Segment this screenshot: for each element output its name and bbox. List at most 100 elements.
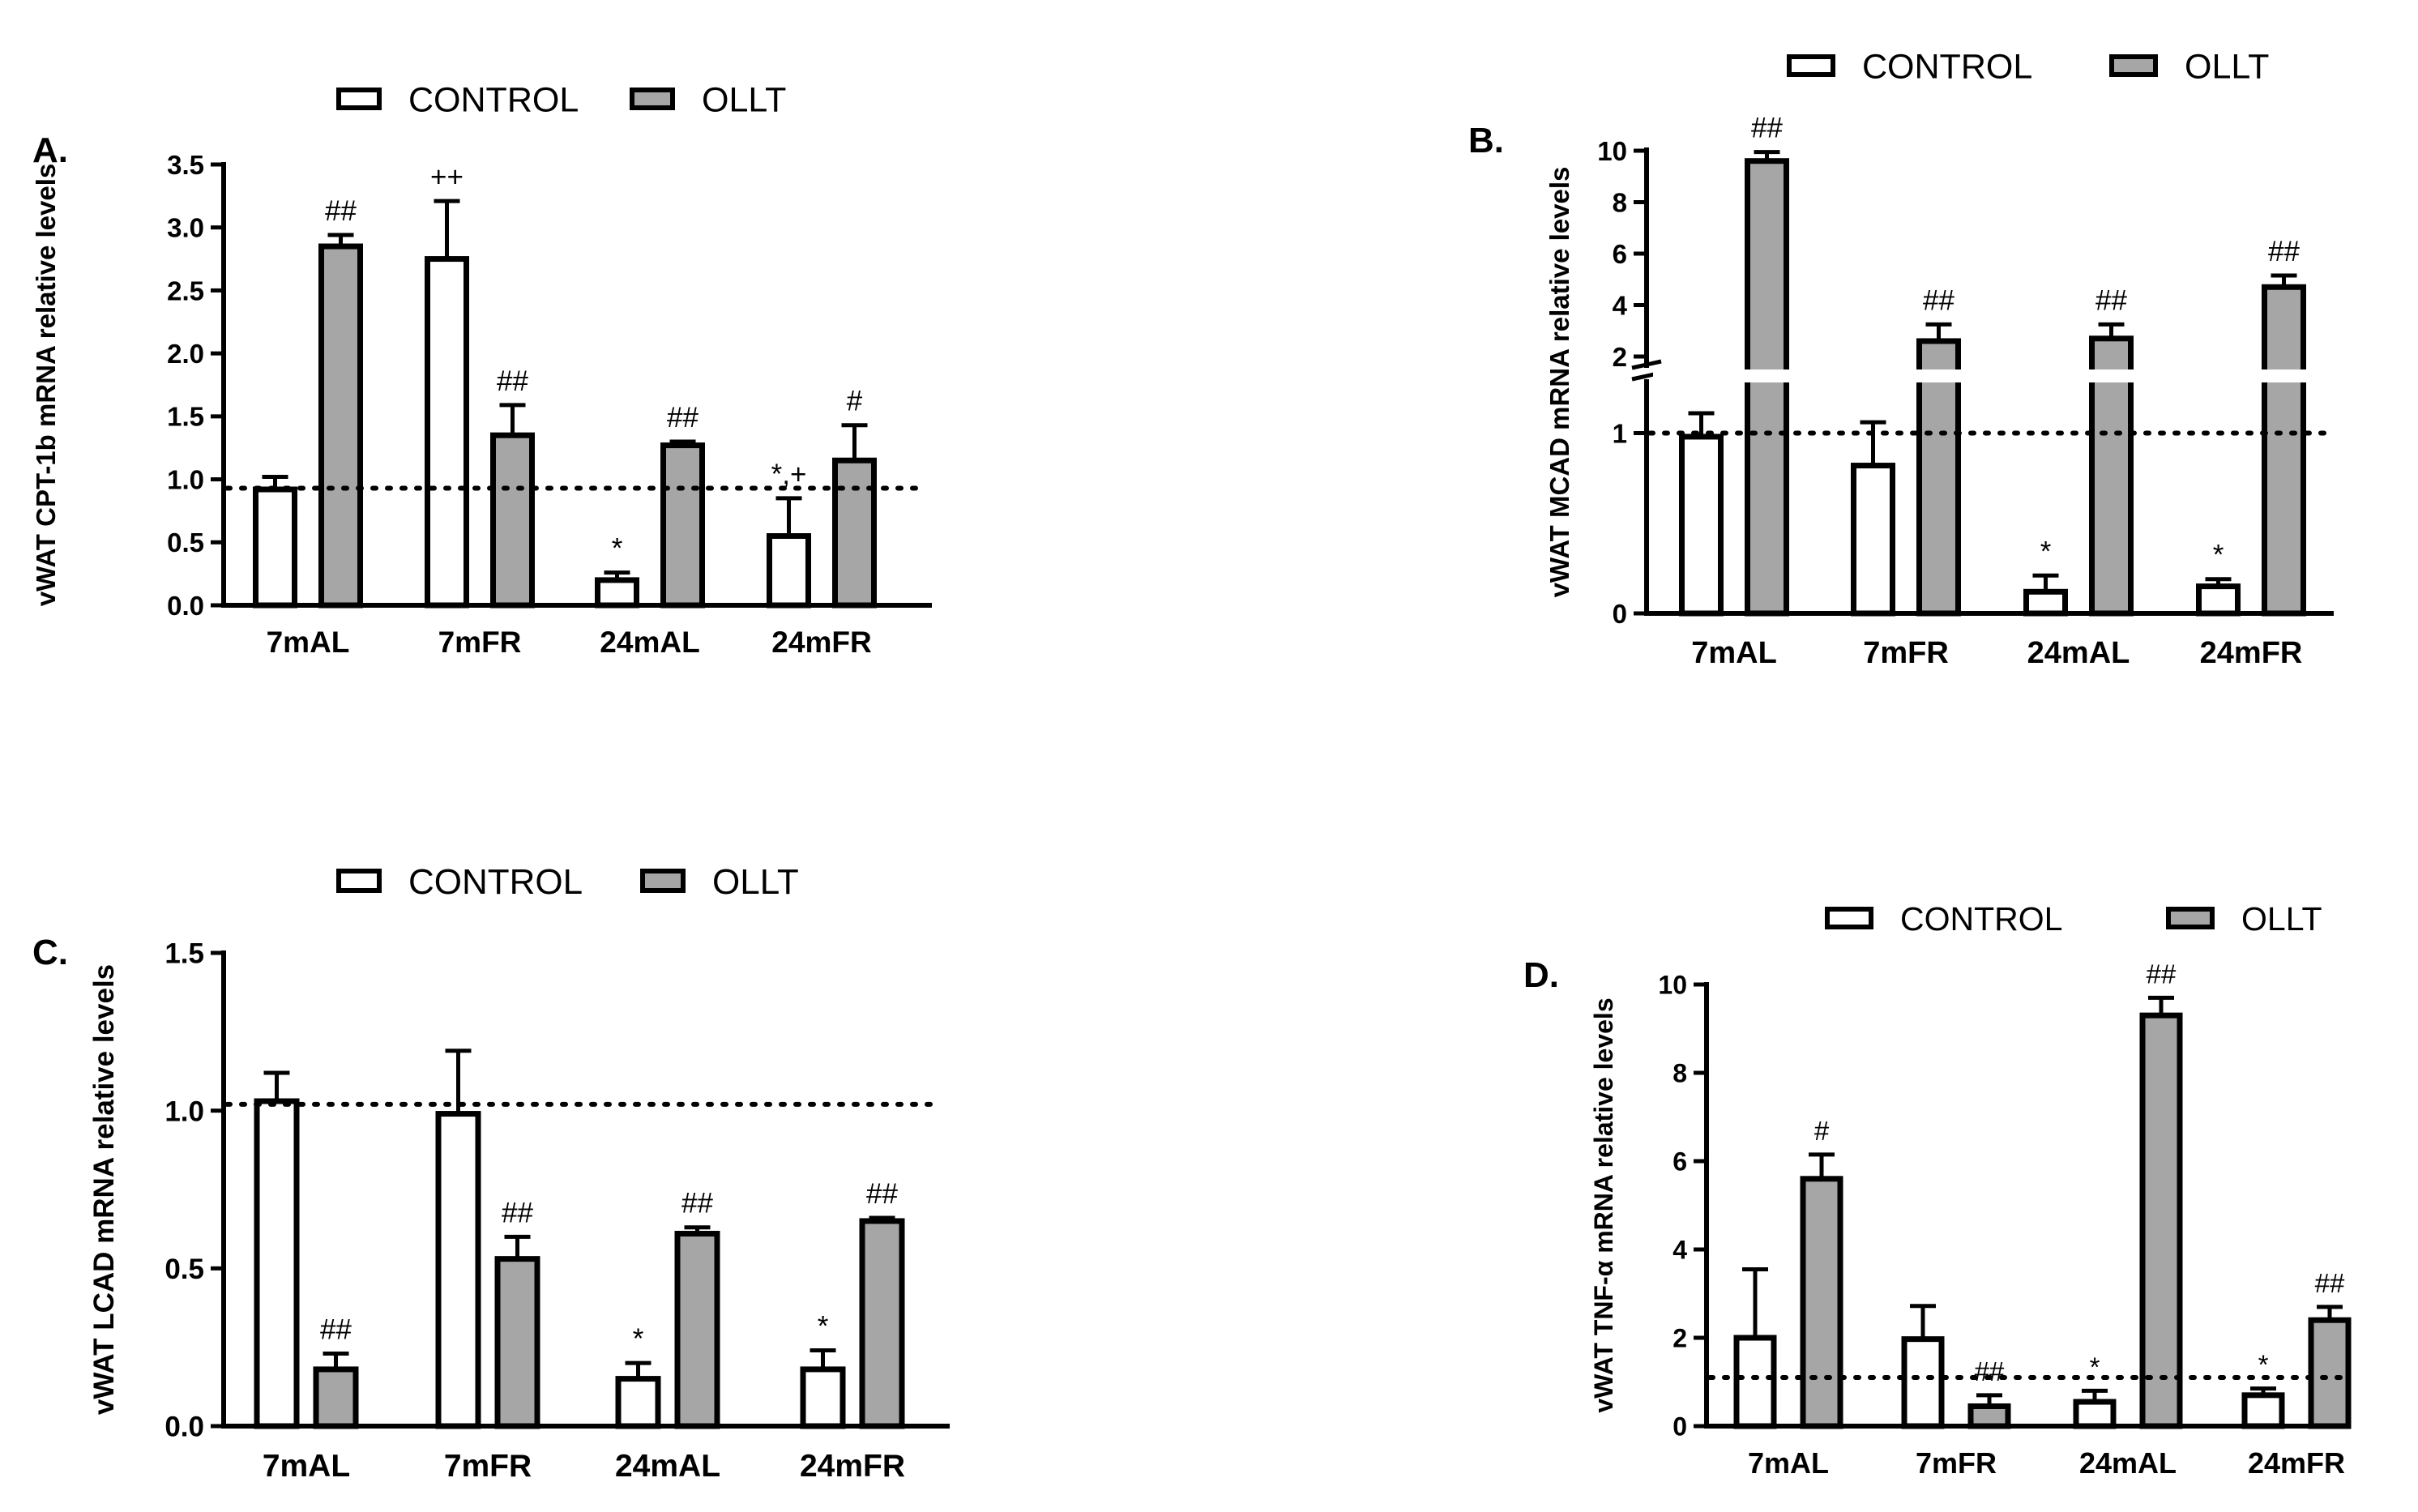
legend-ollt-swatch bbox=[2109, 54, 2158, 77]
x-category-label: 24mAL bbox=[615, 1449, 720, 1484]
significance-label: # bbox=[847, 386, 863, 417]
panel-c-lcad: C. CONTROL OLLT vWAT LCAD mRNA relative lev… bbox=[32, 862, 950, 1484]
significance-label: ## bbox=[1751, 113, 1783, 144]
bar-ollt-24mAL bbox=[674, 1231, 720, 1429]
bar-control-24mAL bbox=[615, 1376, 661, 1429]
panel-a-cpt1b: A. CONTROL OLLT vWAT CPT-1b mRNA relative l… bbox=[31, 80, 932, 659]
bar-ollt-24mFR bbox=[859, 1218, 905, 1429]
y-tick-label: 0 bbox=[1673, 1412, 1687, 1442]
y-axis-title: vWAT CPT-1b mRNA relative levels bbox=[31, 164, 61, 607]
bar-ollt-24mAL bbox=[2139, 1012, 2183, 1429]
bar-control-7mFR bbox=[425, 256, 469, 609]
y-tick-label: 1.5 bbox=[164, 938, 204, 970]
significance-label: ## bbox=[1975, 1356, 2005, 1386]
panel-label: C. bbox=[32, 933, 68, 972]
significance-label: ## bbox=[325, 195, 357, 227]
y-axis-title: vWAT TNF-α mRNA relative levels bbox=[1589, 997, 1618, 1412]
bar-control-24mFR bbox=[2241, 1392, 2285, 1429]
y-tick-label: 10 bbox=[1658, 971, 1687, 1000]
legend-control-label: CONTROL bbox=[1900, 900, 2062, 938]
significance-label: # bbox=[1814, 1116, 1830, 1146]
x-category-label: 24mAL bbox=[2027, 636, 2130, 670]
bar-ollt-7mFR bbox=[490, 432, 535, 609]
bar-ollt-24mFR bbox=[832, 457, 877, 609]
x-category-label: 24mFR bbox=[2200, 636, 2303, 670]
significance-label: ## bbox=[2095, 284, 2127, 316]
bar-control-24mAL bbox=[2073, 1399, 2117, 1429]
legend-control-swatch bbox=[336, 869, 382, 893]
bar-control-7mFR bbox=[435, 1111, 481, 1429]
legend-control-label: CONTROL bbox=[1862, 47, 2032, 86]
bar-ollt-7mFR bbox=[1967, 1403, 2011, 1429]
bar-ollt-24mFR bbox=[2262, 284, 2306, 617]
legend-ollt-label: OLLT bbox=[712, 862, 799, 902]
x-category-label: 7mFR bbox=[1863, 636, 1949, 670]
significance-label: ## bbox=[2315, 1268, 2345, 1298]
significance-label: ## bbox=[2268, 236, 2300, 267]
bar-ollt-24mFR bbox=[2308, 1317, 2352, 1429]
bar-control-7mAL bbox=[1679, 434, 1724, 617]
x-category-label: 7mAL bbox=[1748, 1446, 1829, 1480]
x-category-label: 7mAL bbox=[1691, 636, 1777, 670]
significance-label: * bbox=[612, 533, 623, 565]
significance-label: * bbox=[2258, 1350, 2269, 1380]
y-tick-label: 1 bbox=[1613, 418, 1627, 448]
legend-ollt-swatch bbox=[640, 869, 686, 893]
bar-ollt-7mFR bbox=[494, 1256, 540, 1429]
y-tick-label: 3.0 bbox=[167, 213, 204, 243]
y-tick-label: 6 bbox=[1613, 239, 1627, 269]
bar-control-7mAL bbox=[1733, 1335, 1777, 1429]
significance-label: ## bbox=[502, 1197, 533, 1228]
significance-label: ## bbox=[866, 1178, 898, 1210]
legend-ollt-label: OLLT bbox=[2185, 47, 2269, 86]
x-category-label: 7mFR bbox=[444, 1449, 532, 1484]
significance-label: * bbox=[633, 1323, 644, 1355]
axis-break-gap bbox=[1653, 369, 2340, 382]
significance-label: * bbox=[2090, 1352, 2100, 1382]
bar-control-7mFR bbox=[1901, 1336, 1945, 1429]
significance-label: ++ bbox=[430, 161, 464, 193]
x-category-label: 24mFR bbox=[800, 1449, 905, 1484]
bar-ollt-7mAL bbox=[1745, 158, 1789, 617]
bar-control-24mFR bbox=[800, 1366, 846, 1429]
legend-ollt-swatch bbox=[630, 88, 675, 110]
legend-control-label: CONTROL bbox=[408, 862, 583, 902]
significance-label: ## bbox=[1923, 284, 1954, 316]
significance-label: ## bbox=[320, 1313, 352, 1345]
panel-d-tnf-alpha: D. CONTROL OLLT vWAT TNF-α mRNA relative le… bbox=[1523, 900, 2352, 1480]
y-tick-label: 1.0 bbox=[167, 464, 204, 494]
significance-label: * bbox=[2040, 536, 2052, 567]
y-tick-label: 0.5 bbox=[167, 527, 204, 557]
y-tick-label: 10 bbox=[1597, 136, 1627, 166]
bar-control-7mAL bbox=[253, 486, 297, 609]
legend-ollt-label: OLLT bbox=[702, 80, 786, 119]
legend-control-swatch bbox=[1825, 907, 1873, 929]
bar-ollt-7mAL bbox=[313, 1366, 359, 1429]
x-category-label: 24mFR bbox=[2248, 1446, 2345, 1480]
y-axis-title: vWAT LCAD mRNA relative levels bbox=[88, 964, 120, 1415]
panel-b-mcad: B. CONTROL OLLT vWAT MCAD mRNA relative lev… bbox=[1468, 47, 2340, 670]
x-category-label: 24mAL bbox=[600, 626, 699, 659]
y-tick-label: 0.0 bbox=[164, 1412, 204, 1443]
significance-label: ## bbox=[667, 402, 698, 434]
significance-label: ## bbox=[681, 1188, 713, 1219]
legend-control-swatch bbox=[1787, 54, 1835, 77]
significance-label: ## bbox=[497, 365, 528, 397]
panel-label: A. bbox=[32, 130, 68, 170]
y-tick-label: 3.5 bbox=[167, 150, 204, 180]
legend-ollt-swatch bbox=[2166, 907, 2215, 929]
y-tick-label: 2 bbox=[1673, 1324, 1687, 1353]
y-tick-label: 4 bbox=[1673, 1236, 1687, 1265]
significance-label: *,+ bbox=[771, 459, 807, 490]
y-tick-label: 0 bbox=[1613, 599, 1627, 629]
bar-ollt-24mAL bbox=[660, 442, 705, 609]
legend-ollt-label: OLLT bbox=[2241, 900, 2322, 938]
x-category-label: 24mAL bbox=[2079, 1446, 2177, 1480]
bar-control-24mAL bbox=[2023, 588, 2068, 617]
y-axis-title: vWAT MCAD mRNA relative levels bbox=[1544, 167, 1574, 598]
bar-ollt-7mFR bbox=[1916, 338, 1961, 617]
legend-control-swatch bbox=[336, 88, 382, 110]
y-tick-label: 0.5 bbox=[164, 1254, 204, 1285]
x-category-label: 7mAL bbox=[263, 1449, 350, 1484]
